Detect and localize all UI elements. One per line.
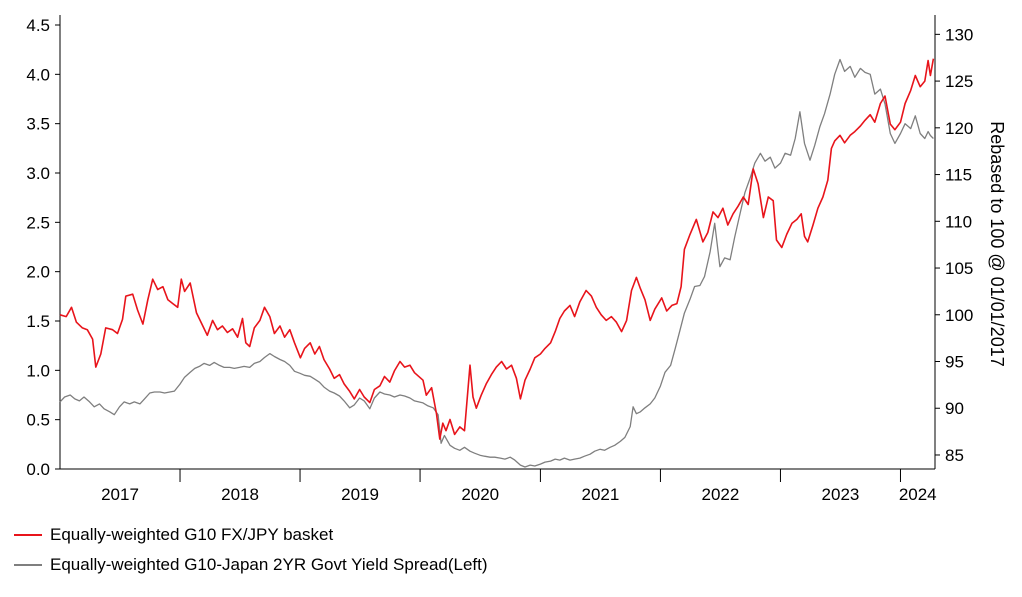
- left-tick-label: 3.5: [26, 115, 50, 134]
- right-tick-label: 130: [945, 25, 973, 44]
- legend: Equally-weighted G10 FX/JPY basket Equal…: [14, 520, 488, 580]
- x-tick-label: 2022: [702, 485, 740, 504]
- left-tick-label: 2.5: [26, 213, 50, 232]
- legend-label-fx-basket: Equally-weighted G10 FX/JPY basket: [50, 525, 334, 544]
- legend-item-yield-spread: Equally-weighted G10-Japan 2YR Govt Yiel…: [14, 550, 488, 580]
- x-tick-label: 2024: [899, 485, 937, 504]
- right-axis-ticks: 85 90 95 100 105 110 115 120 125 130: [935, 25, 973, 465]
- legend-swatch-yield-spread: [14, 564, 42, 566]
- x-tick-label: 2023: [822, 485, 860, 504]
- right-tick-label: 85: [945, 446, 964, 465]
- left-tick-label: 0.5: [26, 411, 50, 430]
- right-tick-label: 120: [945, 119, 973, 138]
- right-tick-label: 110: [945, 212, 972, 231]
- x-tick-label: 2018: [221, 485, 259, 504]
- series-layer: [59, 58, 935, 468]
- x-tick-label: 2017: [101, 485, 139, 504]
- left-tick-label: 1.0: [26, 361, 50, 380]
- legend-label-yield-spread: Equally-weighted G10-Japan 2YR Govt Yiel…: [50, 555, 488, 574]
- right-tick-label: 100: [945, 306, 973, 325]
- x-tick-label: 2020: [461, 485, 499, 504]
- left-tick-label: 1.5: [26, 312, 50, 331]
- x-tick-label: 2019: [341, 485, 379, 504]
- left-tick-label: 3.0: [26, 164, 50, 183]
- left-tick-label: 2.0: [26, 263, 50, 282]
- left-tick-label: 4.0: [26, 65, 50, 84]
- right-tick-label: 95: [945, 353, 964, 372]
- right-tick-label: 105: [945, 259, 973, 278]
- series-line-fx-basket: [59, 58, 935, 440]
- left-axis-ticks: 0.0 0.5 1.0 1.5 2.0 2.5 3.0 3.5 4.0 4.5: [26, 16, 60, 479]
- right-tick-label: 90: [945, 399, 964, 418]
- left-tick-label: 0.0: [26, 460, 50, 479]
- left-tick-label: 4.5: [26, 16, 50, 35]
- x-axis-ticks: 2017 2018 2019 2020 2021 2022 2023 2024: [101, 469, 937, 504]
- legend-swatch-fx-basket: [14, 534, 42, 536]
- plot-frame: [59, 15, 936, 470]
- series-line-yield-spread: [59, 58, 934, 468]
- right-tick-label: 115: [945, 166, 972, 185]
- right-tick-label: 125: [945, 72, 973, 91]
- x-tick-label: 2021: [582, 485, 620, 504]
- right-axis-title: Rebased to 100 @ 01/01/2017: [987, 121, 1007, 366]
- legend-item-fx-basket: Equally-weighted G10 FX/JPY basket: [14, 520, 488, 550]
